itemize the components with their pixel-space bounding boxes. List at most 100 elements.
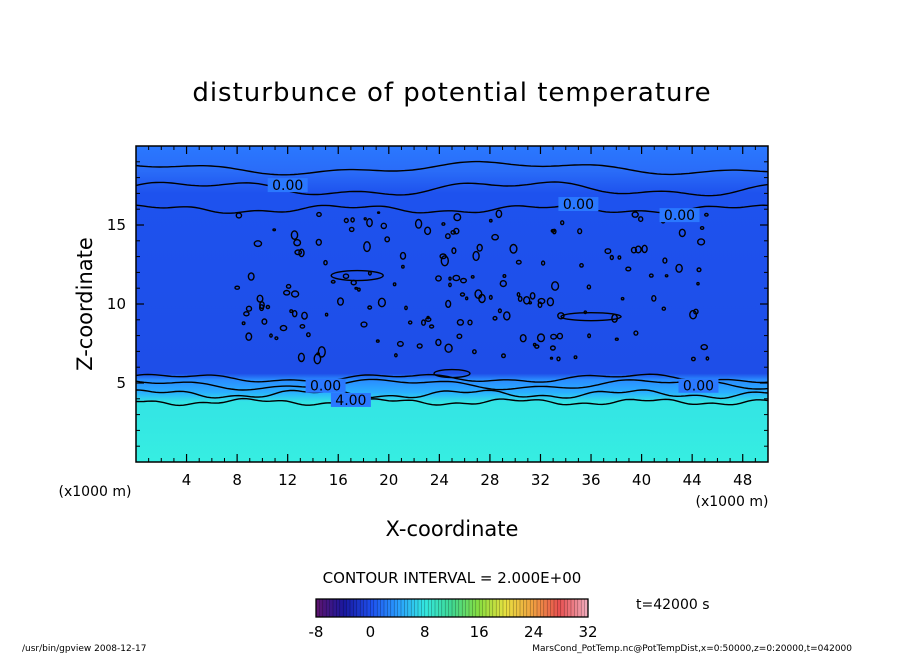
contour-blob bbox=[515, 259, 522, 265]
contour-blob bbox=[376, 211, 381, 215]
contour-blob bbox=[316, 211, 322, 218]
x-tick-label: 40 bbox=[632, 471, 651, 489]
colorbar-segment bbox=[516, 599, 521, 617]
footer-left: /usr/bin/gpview 2008-12-17 bbox=[22, 644, 146, 654]
contour-blob bbox=[253, 240, 263, 248]
contour-blob bbox=[291, 310, 298, 318]
contour-label: 4.00 bbox=[335, 393, 366, 409]
contour-label: 0.00 bbox=[664, 208, 695, 224]
colorbar-segment bbox=[421, 599, 426, 617]
contour-blob bbox=[366, 218, 373, 228]
contour-blob bbox=[363, 241, 371, 253]
contour-blob bbox=[298, 248, 305, 258]
chart-title: disturbunce of potential temperature bbox=[192, 78, 711, 108]
colorbar-segment bbox=[319, 599, 324, 617]
colorbar-segment bbox=[574, 599, 579, 617]
contour-blob bbox=[556, 332, 564, 340]
contour-blob bbox=[662, 257, 668, 264]
contour-blob bbox=[290, 230, 299, 241]
colorbar-segment bbox=[377, 599, 381, 617]
colorbar-segment bbox=[560, 599, 565, 617]
colorbar-segment bbox=[363, 599, 368, 617]
colorbar-segment bbox=[356, 599, 361, 617]
contour-blob bbox=[537, 301, 543, 309]
contour-blob bbox=[534, 344, 540, 349]
x-unit-right: (x1000 m) bbox=[696, 494, 769, 510]
contour-blob bbox=[700, 344, 709, 351]
contour-blob bbox=[638, 216, 644, 223]
contour-blob bbox=[440, 255, 449, 267]
colorbar-tick-label: 0 bbox=[366, 623, 376, 641]
contour-blob bbox=[648, 273, 654, 278]
contour-blob bbox=[549, 356, 554, 360]
contour-blob bbox=[234, 285, 241, 290]
x-tick-label: 28 bbox=[480, 471, 499, 489]
contour-blobs bbox=[234, 209, 710, 379]
contour-blob bbox=[467, 319, 473, 326]
contour-blob bbox=[476, 243, 483, 252]
contour-blob bbox=[285, 283, 292, 289]
colorbar bbox=[315, 598, 589, 618]
x-tick-label: 24 bbox=[430, 471, 449, 489]
colorbar-ticks: -8 0 8 16 24 32 bbox=[309, 623, 598, 641]
colorbar-segment bbox=[564, 599, 568, 617]
contour-label-bg bbox=[659, 208, 700, 223]
colorbar-segment bbox=[469, 599, 473, 617]
contour-blob bbox=[675, 263, 683, 273]
x-tick-label: 44 bbox=[683, 471, 702, 489]
contour-blob bbox=[313, 353, 322, 365]
colorbar-segment bbox=[353, 599, 358, 617]
contour-blob bbox=[499, 280, 507, 288]
contour-blob bbox=[317, 346, 326, 358]
contour-blob bbox=[609, 254, 614, 261]
contour-blob bbox=[247, 272, 255, 281]
contour-blob bbox=[453, 213, 462, 222]
x-tick-label: 32 bbox=[531, 471, 550, 489]
contour-blob bbox=[452, 274, 461, 282]
contour-blob bbox=[617, 255, 622, 260]
contour-blob bbox=[560, 220, 565, 226]
colorbar-tick-label: 16 bbox=[470, 623, 489, 641]
colorbar-segment bbox=[407, 599, 412, 617]
contour-blob bbox=[259, 304, 265, 312]
contour-blob bbox=[550, 228, 556, 233]
contour-blob bbox=[354, 286, 359, 290]
colorbar-segment bbox=[316, 599, 320, 617]
colorbar-segment bbox=[540, 599, 545, 617]
colorbar-segment bbox=[530, 599, 534, 617]
colorbar-segment bbox=[428, 599, 432, 617]
contour-blob bbox=[630, 246, 638, 254]
colorbar-segment bbox=[503, 599, 507, 617]
contour-blob bbox=[425, 317, 432, 323]
colorbar-segment bbox=[543, 599, 548, 617]
contour-blob bbox=[445, 299, 452, 309]
x-tick-label: 4 bbox=[182, 471, 192, 489]
colorbar-segment bbox=[394, 599, 398, 617]
contour-blob bbox=[478, 293, 486, 304]
colorbar-segment bbox=[367, 599, 371, 617]
contour-blob bbox=[488, 218, 493, 223]
colorbar-segment bbox=[513, 599, 517, 617]
contour-label: 0.00 bbox=[310, 379, 341, 395]
colorbar-segment bbox=[390, 599, 395, 617]
contour-feature bbox=[330, 269, 384, 282]
contour-blob bbox=[363, 217, 367, 221]
contour-label-bg bbox=[267, 178, 308, 193]
contour-blob bbox=[532, 342, 537, 347]
contour-blob bbox=[439, 253, 447, 260]
colorbar-segment bbox=[401, 599, 405, 617]
contour-blob bbox=[460, 277, 468, 284]
colorbar-segment bbox=[343, 599, 347, 617]
contour-blob bbox=[245, 305, 253, 312]
contour-blob bbox=[557, 312, 565, 320]
contour-blob bbox=[261, 318, 268, 325]
colorbar-segment bbox=[370, 599, 375, 617]
contour-blob bbox=[549, 345, 556, 351]
contour-blob bbox=[501, 353, 507, 359]
colorbar-segment bbox=[523, 599, 528, 617]
contour-blob bbox=[577, 228, 583, 235]
contour-blob bbox=[448, 276, 452, 281]
contour-blob bbox=[407, 320, 413, 325]
contour-blob bbox=[337, 297, 345, 306]
contour-blob bbox=[540, 260, 546, 266]
